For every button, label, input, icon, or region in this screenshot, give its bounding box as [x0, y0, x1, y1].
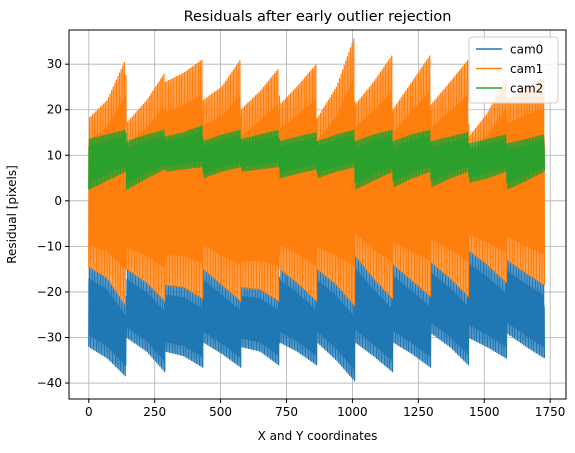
series-line-cam2 — [88, 125, 546, 191]
plot-area — [68, 29, 567, 400]
legend-label-cam1: cam1 — [510, 62, 543, 76]
y-tick-label: −10 — [37, 239, 62, 253]
x-axis-label: X and Y coordinates — [258, 429, 378, 443]
y-tick-label: −20 — [37, 285, 62, 299]
series-line-cam0 — [88, 250, 546, 382]
x-tick-label: 1750 — [535, 405, 566, 419]
y-tick-label: −40 — [37, 376, 62, 390]
x-tick-label: 1500 — [469, 405, 500, 419]
y-axis-label: Residual [pixels] — [5, 165, 19, 264]
y-tick-label: 10 — [47, 148, 62, 162]
y-tick-label: 20 — [47, 103, 62, 117]
y-tick-label: 30 — [47, 57, 62, 71]
chart-title: Residuals after early outlier rejection — [184, 9, 452, 25]
x-axis: 0 250 500 750 1000 1250 1500 1750 — [85, 399, 565, 419]
series-line-cam1 — [88, 38, 546, 307]
x-tick-label: 250 — [143, 405, 166, 419]
axes-frame — [68, 29, 567, 400]
legend: cam0 cam1 cam2 — [468, 36, 559, 104]
x-tick-label: 1250 — [403, 405, 434, 419]
legend-box — [468, 36, 559, 104]
x-tick-label: 1000 — [337, 405, 368, 419]
series-lines — [88, 38, 546, 382]
x-tick-label: 750 — [275, 405, 298, 419]
x-tick-label: 500 — [209, 405, 232, 419]
legend-label-cam0: cam0 — [510, 43, 543, 57]
x-tick-label: 0 — [85, 405, 93, 419]
y-axis: −40 −30 −20 −10 0 10 20 30 — [37, 57, 69, 390]
y-tick-label: −30 — [37, 331, 62, 345]
legend-label-cam2: cam2 — [510, 82, 543, 96]
y-tick-label: 0 — [54, 194, 62, 208]
